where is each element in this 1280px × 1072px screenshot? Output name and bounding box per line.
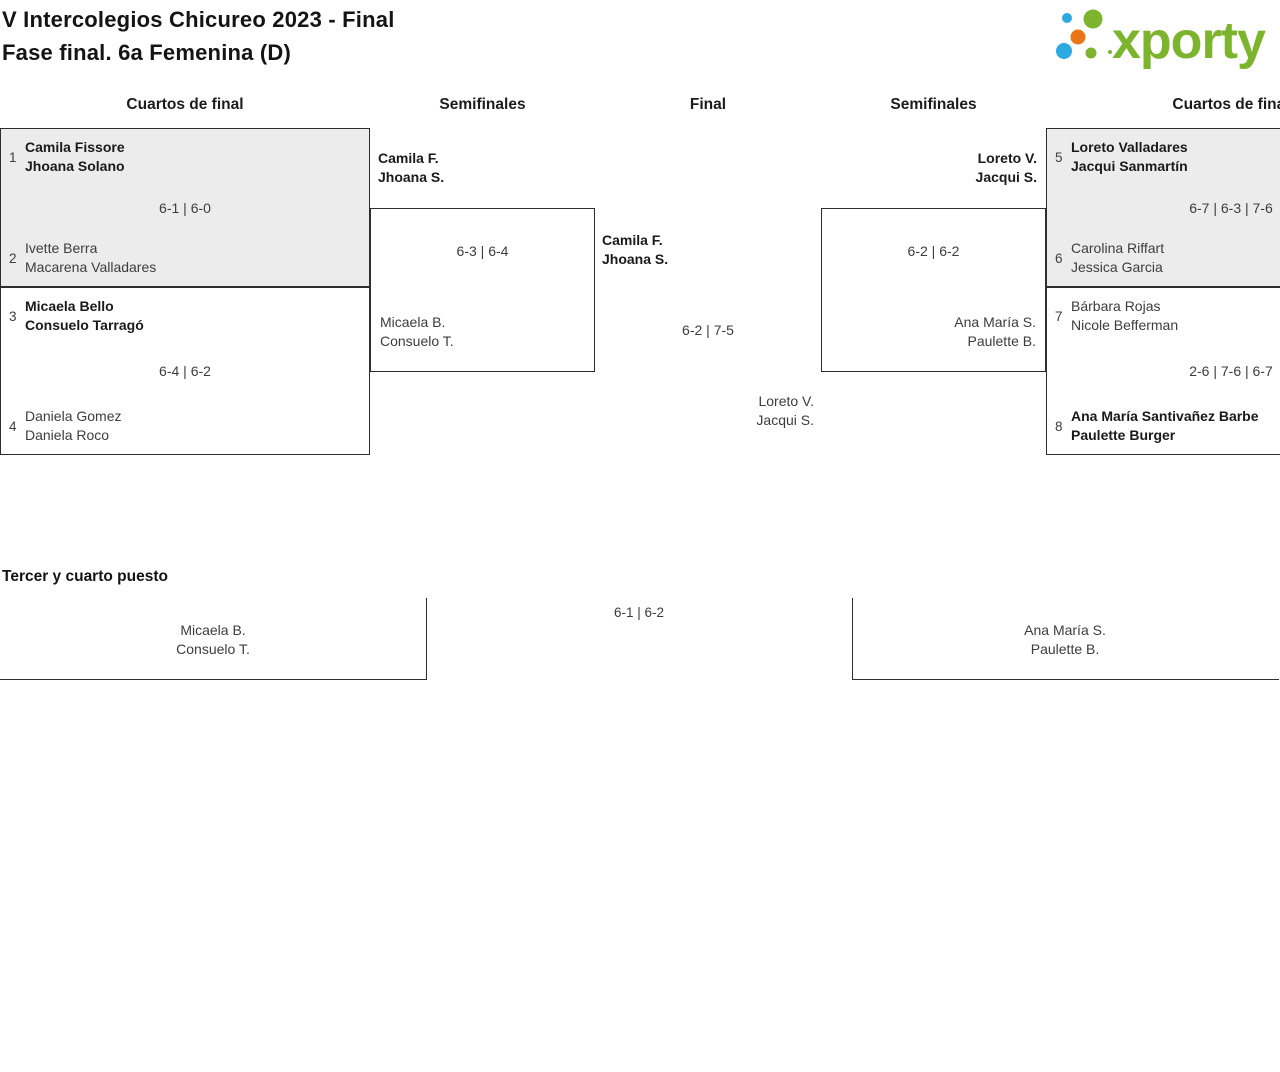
seed-number: 2: [9, 250, 17, 266]
player-name: Camila Fissore: [25, 139, 125, 155]
player-name: Consuelo T.: [176, 641, 250, 657]
third-place-divider-right: [852, 598, 853, 680]
seed-number: 1: [9, 149, 17, 165]
sf-left-loser: Micaela B. Consuelo T.: [380, 313, 454, 351]
third-place-divider-left: [426, 598, 427, 680]
team-seed2: 2 Ivette Berra Macarena Valladares: [9, 239, 156, 277]
player-name: Paulette Burger: [1071, 427, 1176, 443]
sf-right-winner: Loreto V. Jacqui S.: [821, 149, 1037, 187]
third-place-team-right: Ana María S. Paulette B.: [852, 621, 1278, 659]
player-name: Loreto Valladares: [1071, 139, 1188, 155]
third-place-baseline-left: [0, 679, 427, 680]
seed-number: 4: [9, 418, 17, 434]
player-name: Consuelo Tarragó: [25, 317, 144, 333]
player-name: Loreto V.: [758, 393, 814, 409]
match-sf-left: 6-3 | 6-4 Micaela B. Consuelo T.: [370, 208, 595, 372]
player-name: Jessica Garcia: [1071, 259, 1163, 275]
team-seed8: 8 Ana María Santivañez Barbe Paulette Bu…: [1055, 407, 1259, 445]
player-name: Camila F.: [602, 232, 663, 248]
match-qf-right-2: 7 Bárbara Rojas Nicole Befferman 2-6 | 7…: [1046, 287, 1280, 455]
xporty-wordmark: xporty: [1112, 12, 1266, 70]
player-name: Jacqui S.: [756, 412, 814, 428]
player-name: Consuelo T.: [380, 333, 454, 349]
xporty-logo[interactable]: xporty: [1046, 2, 1278, 72]
player-name: Daniela Roco: [25, 427, 110, 443]
match-score: 6-2 | 6-2: [907, 243, 960, 259]
team-seed5: 5 Loreto Valladares Jacqui Sanmartín: [1055, 138, 1188, 176]
match-score: 6-4 | 6-2: [159, 363, 211, 379]
match-qf-left-1: 1 Camila Fissore Jhoana Solano 6-1 | 6-0…: [0, 128, 370, 287]
player-name: Ana María Santivañez Barbe: [1071, 408, 1259, 424]
third-place-baseline-right: [852, 679, 1279, 680]
player-name: Micaela Bello: [25, 298, 114, 314]
match-score: 6-1 | 6-0: [159, 199, 211, 216]
team-seed4: 4 Daniela Gomez Daniela Roco: [9, 407, 122, 445]
player-name: Camila F.: [378, 150, 439, 166]
final-loser: Loreto V. Jacqui S.: [595, 392, 814, 430]
final-score: 6-2 | 7-5: [682, 322, 734, 338]
third-place-team-left: Micaela B. Consuelo T.: [0, 621, 426, 659]
player-name: Carolina Riffart: [1071, 240, 1165, 256]
player-name: Daniela Gomez: [25, 408, 122, 424]
sf-left-winner: Camila F. Jhoana S.: [378, 149, 444, 187]
match-sf-right: 6-2 | 6-2 Ana María S. Paulette B.: [821, 208, 1046, 372]
phase-name: Fase final. 6a Femenina (D): [2, 40, 292, 65]
seed-number: 8: [1055, 418, 1063, 434]
tournament-name: V Intercolegios Chicureo 2023 - Final: [2, 7, 395, 32]
player-name: Ana María S.: [954, 314, 1036, 330]
seed-number: 5: [1055, 149, 1063, 165]
player-name: Jacqui Sanmartín: [1071, 158, 1188, 174]
team-seed1: 1 Camila Fissore Jhoana Solano: [9, 138, 125, 176]
match-score: 6-7 | 6-3 | 7-6: [1189, 199, 1273, 216]
round-header-sf-left: Semifinales: [439, 96, 526, 113]
team-seed7: 7 Bárbara Rojas Nicole Befferman: [1055, 297, 1178, 335]
player-name: Nicole Befferman: [1071, 317, 1179, 333]
player-name: Jacqui S.: [975, 169, 1037, 185]
player-name: Loreto V.: [977, 150, 1037, 166]
player-name: Jhoana S.: [378, 169, 445, 185]
match-score: 6-3 | 6-4: [456, 243, 509, 259]
player-name: Bárbara Rojas: [1071, 298, 1161, 314]
round-header-qf-left: Cuartos de final: [126, 96, 244, 113]
round-header-final: Final: [689, 96, 727, 113]
match-qf-right-1: 5 Loreto Valladares Jacqui Sanmartín 6-7…: [1046, 128, 1280, 287]
sf-right-loser: Ana María S. Paulette B.: [954, 313, 1036, 351]
player-name: Ana María S.: [1024, 622, 1106, 638]
player-name: Micaela B.: [380, 314, 446, 330]
seed-number: 7: [1055, 308, 1063, 324]
team-seed6: 6 Carolina Riffart Jessica Garcia: [1055, 239, 1164, 277]
player-name: Paulette B.: [967, 333, 1037, 349]
player-name: Ivette Berra: [25, 240, 98, 256]
round-header-qf-right: Cuartos de final: [1172, 96, 1280, 113]
player-name: Jhoana Solano: [25, 158, 125, 174]
page-title: V Intercolegios Chicureo 2023 - Final Fa…: [2, 3, 395, 69]
team-seed3: 3 Micaela Bello Consuelo Tarragó: [9, 297, 144, 335]
match-qf-left-2: 3 Micaela Bello Consuelo Tarragó 6-4 | 6…: [0, 287, 370, 455]
third-place-title: Tercer y cuarto puesto: [2, 568, 168, 585]
player-name: Macarena Valladares: [25, 259, 157, 275]
player-name: Paulette B.: [1030, 641, 1100, 657]
round-header-sf-right: Semifinales: [890, 96, 977, 113]
seed-number: 3: [9, 308, 17, 324]
xporty-dots-icon: [1056, 9, 1112, 59]
third-place-score: 6-1 | 6-2: [613, 605, 665, 620]
player-name: Jhoana S.: [602, 251, 669, 267]
player-name: Micaela B.: [180, 622, 246, 638]
final-winner: Camila F. Jhoana S.: [602, 231, 668, 269]
seed-number: 6: [1055, 250, 1063, 266]
match-score: 2-6 | 7-6 | 6-7: [1189, 363, 1273, 379]
